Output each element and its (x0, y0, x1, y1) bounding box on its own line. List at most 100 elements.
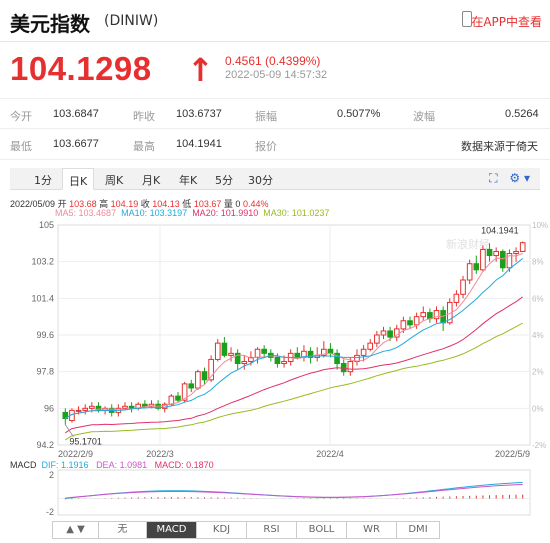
stat-label-range: 波幅 (413, 110, 435, 123)
candle-body (274, 356, 281, 365)
candle-body (360, 348, 367, 356)
y-tick-label: 105 (39, 220, 54, 230)
ma20-line (65, 296, 523, 434)
candle-body (513, 250, 519, 255)
info-close: 104.13 (152, 199, 180, 209)
quote-timestamp: 2022-05-09 14:57:32 (225, 69, 328, 81)
candle-body (261, 348, 267, 354)
tab-30min[interactable]: 30分 (248, 174, 273, 187)
candle-body (453, 293, 460, 303)
info-low-label: 低 (182, 199, 192, 209)
candle-body (519, 242, 526, 252)
candle-body (499, 250, 506, 269)
open-in-app-link[interactable]: 在APP中查看 (471, 15, 542, 29)
candle-body (82, 407, 89, 411)
y-tick-label: 97.8 (36, 367, 54, 377)
pct-tick-label: 0% (532, 404, 544, 413)
candle-body (181, 383, 188, 401)
tab-5min[interactable]: 5分 (215, 174, 233, 187)
candle-body (142, 403, 148, 407)
tab-yearly-k[interactable]: 年K (179, 174, 198, 187)
tab-daily-k[interactable]: 日K (62, 168, 95, 190)
header-bar: 美元指数 (DINIW) 在APP中查看 (0, 0, 550, 42)
candle-body (486, 248, 493, 257)
indicator-none[interactable]: 无 (99, 522, 147, 538)
candle-info: 2022/05/09 开 103.68 高 104.19 收 104.13 低 … (10, 197, 268, 210)
tab-monthly-k[interactable]: 月K (142, 174, 161, 187)
info-high-label: 高 (99, 199, 109, 209)
stat-value-low: 103.6677 (53, 138, 99, 150)
stat-label-amplitude: 振幅 (255, 110, 277, 123)
tab-1min[interactable]: 1分 (34, 174, 52, 187)
tab-weekly-k[interactable]: 周K (105, 174, 124, 187)
indicator-macd[interactable]: MACD (147, 522, 197, 538)
macd-tick-label: 2 (49, 470, 54, 480)
info-high: 104.19 (110, 199, 139, 209)
stat-value-prev-close: 103.6737 (176, 108, 222, 120)
candle-body (241, 360, 248, 365)
info-vol-label: 量 (223, 199, 233, 209)
candle-body (254, 348, 261, 358)
candle-body (506, 253, 513, 269)
candle-body (321, 348, 327, 356)
stat-label-low: 最低 (10, 140, 32, 153)
candle-body (75, 409, 82, 412)
watermark: 新浪财经 (446, 237, 490, 251)
candle-body (334, 352, 340, 365)
dropdown-icon[interactable]: ▾ (523, 171, 530, 185)
candle-body (201, 371, 208, 381)
candle-body (374, 334, 380, 344)
x-tick-label: 2022/2/9 (58, 449, 93, 459)
candle-body (327, 348, 334, 354)
candle-body (122, 405, 128, 409)
macd-value: MACD: 0.1870 (154, 460, 214, 470)
expand-icon[interactable]: ⛶ (489, 171, 498, 185)
indicator-dmi[interactable]: DMI (408, 524, 428, 535)
min-price-label: 95.1701 (69, 437, 102, 447)
indicator-tabs: ▲ ▼ 无 MACD KDJ RSI BOLL WR DMI (52, 521, 440, 539)
candle-body (168, 395, 175, 405)
indicator-rsi[interactable]: RSI (247, 522, 297, 538)
current-price: 104.1298 (10, 50, 152, 87)
x-tick-label: 2022/4 (316, 449, 344, 459)
info-date: 2022/05/09 (10, 199, 56, 209)
candle-body (407, 320, 413, 326)
pct-tick-label: 10% (532, 221, 548, 230)
indicator-boll[interactable]: BOLL (297, 522, 347, 538)
candle-body (413, 316, 420, 326)
pct-tick-label: 6% (532, 294, 544, 303)
stat-label-quote: 报价 (255, 140, 277, 153)
stat-value-range: 0.5264 (505, 108, 539, 120)
info-vol: 0 (235, 199, 241, 209)
candle-body (400, 320, 407, 330)
ma-info: MA5: 103.4687 MA10: 103.3197 MA20: 101.9… (55, 208, 329, 218)
candle-body (89, 405, 95, 409)
scroll-arrows[interactable]: ▲ ▼ (53, 522, 99, 538)
dea-line (65, 484, 523, 499)
indicator-wr[interactable]: WR (347, 522, 397, 538)
info-pct: 0.44% (242, 199, 269, 209)
pct-tick-label: 4% (532, 331, 544, 340)
candle-body (460, 279, 466, 295)
ma5-line (65, 252, 523, 419)
indicator-kdj[interactable]: KDJ (197, 522, 247, 538)
data-source: 数据来源于倚天 (461, 141, 538, 153)
macd-dea: DEA: 1.0981 (96, 460, 148, 470)
index-name: 美元指数 (10, 12, 90, 36)
price-change: 0.4561 (0.4399%) (225, 54, 321, 68)
candle-body (480, 248, 486, 271)
min-price-pointer (64, 424, 74, 437)
stats-table: 今开 103.6847 昨收 103.6737 振幅 0.5077% 波幅 0.… (0, 98, 550, 160)
ma10-value: 103.3197 (149, 208, 188, 218)
macd-frame (57, 469, 531, 516)
phone-icon (462, 11, 472, 27)
ma30-line (65, 322, 523, 441)
candle-body (175, 395, 181, 401)
ma10-label: MA10: (121, 208, 148, 218)
stat-value-amplitude: 0.5077% (337, 108, 381, 120)
macd-dif: DIF: 1.1916 (41, 460, 89, 470)
candle-body (294, 352, 301, 358)
candle-body (420, 312, 427, 318)
settings-icon[interactable]: ⚙ (509, 171, 521, 185)
